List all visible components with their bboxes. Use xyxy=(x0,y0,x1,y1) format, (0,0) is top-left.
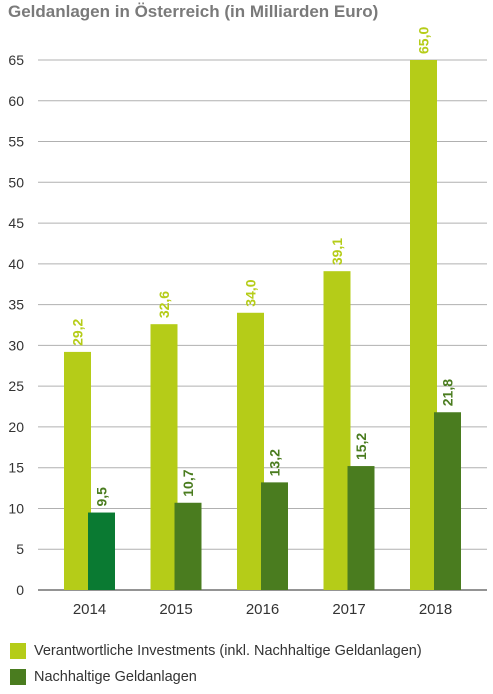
data-label-verantwortliche-2014: 29,2 xyxy=(70,318,86,345)
y-tick-label-40: 40 xyxy=(8,256,24,272)
y-tick-label-10: 10 xyxy=(8,500,24,516)
y-tick-label-0: 0 xyxy=(16,582,24,598)
x-tick-label-2018: 2018 xyxy=(419,601,452,618)
y-tick-label-55: 55 xyxy=(8,134,24,150)
legend-swatch-verantwortliche-investments xyxy=(10,643,26,659)
bar-nachhaltige-2018 xyxy=(434,412,461,590)
x-tick-label-2014: 2014 xyxy=(73,601,106,618)
legend-swatch-nachhaltige-geldanlagen xyxy=(10,669,26,685)
data-label-verantwortliche-2015: 32,6 xyxy=(156,291,172,318)
y-tick-label-15: 15 xyxy=(8,460,24,476)
x-tick-label-2016: 2016 xyxy=(246,601,279,618)
legend-label-nachhaltige-geldanlagen: Nachhaltige Geldanlagen xyxy=(34,669,197,685)
bar-nachhaltige-2014 xyxy=(88,512,115,590)
bar-nachhaltige-2015 xyxy=(174,502,202,590)
x-tick-label-2017: 2017 xyxy=(332,601,365,618)
bar-nachhaltige-2017 xyxy=(347,466,375,590)
bar-nachhaltige-2016 xyxy=(261,482,288,590)
legend-item-nachhaltige-geldanlagen: Nachhaltige Geldanlagen xyxy=(10,667,197,687)
bar-chart: 0 5 10 15 20 25 30 35 40 45 50 55 60 65 29,2 9,5 2014 32,… xyxy=(8,27,487,618)
data-label-nachhaltige-2015: 10,7 xyxy=(180,469,196,496)
data-label-verantwortliche-2018: 65,0 xyxy=(416,27,432,54)
y-tick-label-20: 20 xyxy=(8,419,24,435)
data-label-nachhaltige-2018: 21,8 xyxy=(440,379,456,406)
y-tick-label-30: 30 xyxy=(8,337,24,353)
y-tick-label-60: 60 xyxy=(8,93,24,109)
bar-verantwortliche-2018 xyxy=(410,60,437,590)
data-label-verantwortliche-2017: 39,1 xyxy=(329,238,345,265)
y-tick-label-35: 35 xyxy=(8,297,24,313)
data-label-nachhaltige-2017: 15,2 xyxy=(353,433,369,460)
chart-title: Geldanlagen in Österreich (in Milliarden… xyxy=(8,2,379,21)
bar-verantwortliche-2016 xyxy=(237,312,264,590)
data-label-nachhaltige-2016: 13,2 xyxy=(267,449,283,476)
y-tick-label-50: 50 xyxy=(8,174,24,190)
bar-verantwortliche-2015 xyxy=(150,324,178,590)
data-label-nachhaltige-2014: 9,5 xyxy=(94,487,110,507)
bar-verantwortliche-2014 xyxy=(64,351,91,590)
y-tick-label-25: 25 xyxy=(8,378,24,394)
bar-verantwortliche-2017 xyxy=(323,271,351,590)
data-label-verantwortliche-2016: 34,0 xyxy=(243,279,259,306)
x-tick-label-2015: 2015 xyxy=(159,601,192,618)
y-tick-label-45: 45 xyxy=(8,215,24,231)
y-tick-label-5: 5 xyxy=(16,541,24,557)
legend-label-verantwortliche-investments: Verantwortliche Investments (inkl. Nachh… xyxy=(34,643,422,659)
legend-item-verantwortliche-investments: Verantwortliche Investments (inkl. Nachh… xyxy=(10,641,422,661)
y-tick-label-65: 65 xyxy=(8,52,24,68)
